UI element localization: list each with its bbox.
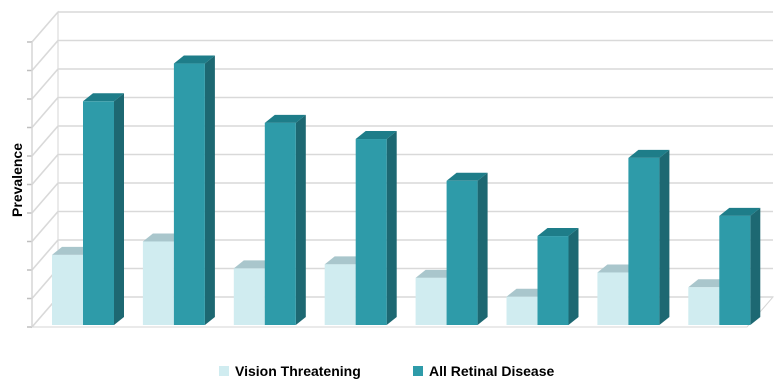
bar-front [355, 139, 387, 325]
bar-top [446, 172, 488, 181]
bar-top [52, 246, 93, 255]
gridline-side [31, 96, 59, 129]
bar-top [719, 207, 761, 216]
bar-all-retinal-disease [355, 131, 397, 325]
bar-top [688, 279, 730, 288]
bar-top [597, 264, 639, 273]
legend: Vision Threatening All Retinal Disease [219, 363, 554, 379]
bar-all-retinal-disease [446, 172, 488, 325]
bar-front [52, 254, 83, 325]
bar-front [446, 180, 478, 325]
bar-all-retinal-disease [537, 228, 579, 325]
bar-all-retinal-disease [628, 149, 670, 325]
bar-front [415, 277, 447, 325]
bar-side [659, 149, 670, 325]
bar-top [324, 256, 366, 265]
gridline-side [31, 210, 59, 243]
bar-front [233, 268, 265, 325]
bar-top [415, 269, 457, 278]
bar-front [324, 264, 356, 325]
bar-side [568, 228, 579, 325]
bar-all-retinal-disease [264, 114, 306, 325]
bar-top [83, 93, 124, 102]
bar-all-retinal-disease [173, 55, 215, 326]
bar-side [204, 55, 215, 326]
bar-front [719, 215, 751, 325]
bar-side [114, 93, 124, 326]
bar-front [506, 296, 538, 325]
bar-top [233, 260, 275, 269]
bar-top [628, 149, 670, 158]
bar-front [597, 272, 629, 325]
bar-all-retinal-disease [719, 207, 761, 325]
bar-front [628, 157, 660, 325]
bar-front [173, 63, 205, 326]
bar-front [537, 236, 569, 325]
gridline-side [31, 182, 59, 214]
bar-front [688, 287, 720, 325]
gridline-side [31, 153, 59, 186]
y-axis-title: Prevalence [9, 143, 25, 217]
bar-side [750, 207, 761, 325]
gridline-side [31, 11, 59, 43]
bar-all-retinal-disease [83, 93, 124, 326]
gridline-side [31, 68, 59, 100]
legend-swatch-vision-threatening [219, 366, 229, 376]
bar-top [264, 114, 306, 123]
gridline-side [31, 239, 59, 271]
y-axis-ticks [27, 41, 33, 328]
bar-top [506, 288, 548, 297]
bar-side [386, 131, 397, 325]
gridline-side [31, 125, 59, 157]
bar-front [83, 101, 114, 326]
gridline-side [31, 39, 59, 72]
bars [52, 55, 761, 326]
bar-top [537, 228, 579, 237]
bar-front [142, 241, 174, 325]
bar-top [355, 131, 397, 140]
bar-top [142, 233, 184, 242]
legend-label-all-retinal-disease: All Retinal Disease [429, 363, 554, 379]
bar-top [173, 55, 215, 64]
bar-front [264, 122, 296, 325]
bar-side [477, 172, 488, 325]
legend-label-vision-threatening: Vision Threatening [235, 363, 361, 379]
legend-swatch-all-retinal-disease [413, 366, 423, 376]
bar-side [295, 114, 306, 325]
